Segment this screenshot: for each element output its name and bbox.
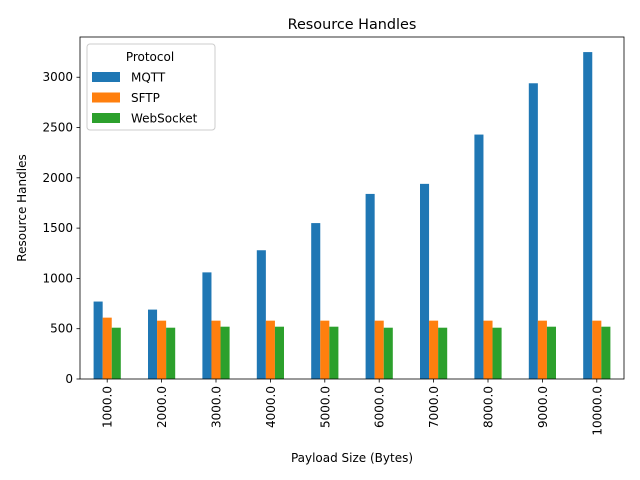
y-tick-label: 1000 (42, 271, 73, 285)
bar-websocket-5000.0 (329, 326, 339, 379)
bar-sftp-4000.0 (265, 320, 275, 379)
bar-mqtt-10000.0 (583, 52, 593, 380)
legend-items: MQTT SFTP WebSocket (92, 71, 198, 126)
bar-mqtt-3000.0 (202, 272, 212, 379)
legend-box (86, 43, 216, 131)
x-tick-label: 8000.0 (482, 386, 496, 428)
legend-swatch-sftp (92, 92, 120, 103)
legend-label-websocket: WebSocket (131, 112, 198, 126)
y-tick-label: 500 (50, 322, 73, 336)
bar-mqtt-4000.0 (256, 250, 266, 379)
bar-sftp-10000.0 (592, 320, 602, 379)
y-tick-label: 2000 (42, 171, 73, 185)
bar-mqtt-9000.0 (528, 83, 538, 379)
y-axis: 0 500 1000 1500 2000 2500 3000 (42, 70, 80, 386)
x-tick-label: 5000.0 (318, 386, 332, 428)
bar-websocket-1000.0 (111, 327, 121, 379)
x-tick-label: 3000.0 (210, 386, 224, 428)
legend-label-sftp: SFTP (131, 91, 160, 105)
bar-mqtt-1000.0 (93, 301, 103, 379)
bar-sftp-5000.0 (320, 320, 330, 379)
bar-mqtt-2000.0 (148, 309, 158, 379)
bar-sftp-8000.0 (483, 320, 493, 379)
bar-websocket-4000.0 (274, 326, 284, 379)
chart-title: Resource Handles (288, 17, 417, 33)
legend: Protocol MQTT SFTP WebSocket (86, 43, 216, 131)
bar-sftp-6000.0 (374, 320, 384, 379)
y-tick-label: 3000 (42, 70, 73, 84)
bar-websocket-9000.0 (546, 326, 556, 379)
bar-websocket-6000.0 (383, 327, 393, 379)
x-tick-label: 7000.0 (427, 386, 441, 428)
bar-mqtt-8000.0 (474, 134, 484, 379)
bar-mqtt-7000.0 (420, 183, 430, 379)
x-tick-label: 2000.0 (155, 386, 169, 428)
legend-swatch-mqtt (92, 72, 120, 82)
x-tick-label: 9000.0 (536, 386, 550, 428)
bar-websocket-10000.0 (601, 326, 611, 379)
x-tick-label: 4000.0 (264, 386, 278, 428)
bars-layer (93, 52, 611, 380)
x-tick-label: 1000.0 (101, 386, 115, 428)
bar-sftp-3000.0 (211, 320, 221, 379)
bar-sftp-7000.0 (429, 320, 439, 379)
bar-sftp-1000.0 (102, 317, 112, 379)
legend-title: Protocol (126, 50, 174, 64)
y-tick-label: 1500 (42, 221, 73, 235)
y-tick-label: 0 (65, 372, 73, 386)
plot-frame (79, 36, 625, 380)
bar-websocket-8000.0 (492, 327, 502, 379)
x-tick-label: 6000.0 (373, 386, 387, 428)
legend-label-mqtt: MQTT (131, 71, 166, 85)
y-axis-label: Resource Handles (15, 154, 29, 261)
bar-websocket-3000.0 (220, 326, 230, 379)
bar-websocket-2000.0 (166, 327, 176, 379)
y-tick-label: 2500 (42, 121, 73, 135)
legend-swatch-websocket (92, 113, 120, 123)
bar-mqtt-6000.0 (365, 193, 375, 379)
bar-sftp-9000.0 (537, 320, 547, 379)
bar-mqtt-5000.0 (311, 223, 321, 379)
bar-sftp-2000.0 (157, 320, 167, 379)
x-axis: 1000.0 2000.0 3000.0 4000.0 5000.0 6000.0 7000… (101, 379, 604, 436)
x-tick-label: 10000.0 (590, 386, 604, 436)
bar-websocket-7000.0 (438, 327, 448, 379)
x-axis-label: Payload Size (Bytes) (291, 451, 413, 465)
